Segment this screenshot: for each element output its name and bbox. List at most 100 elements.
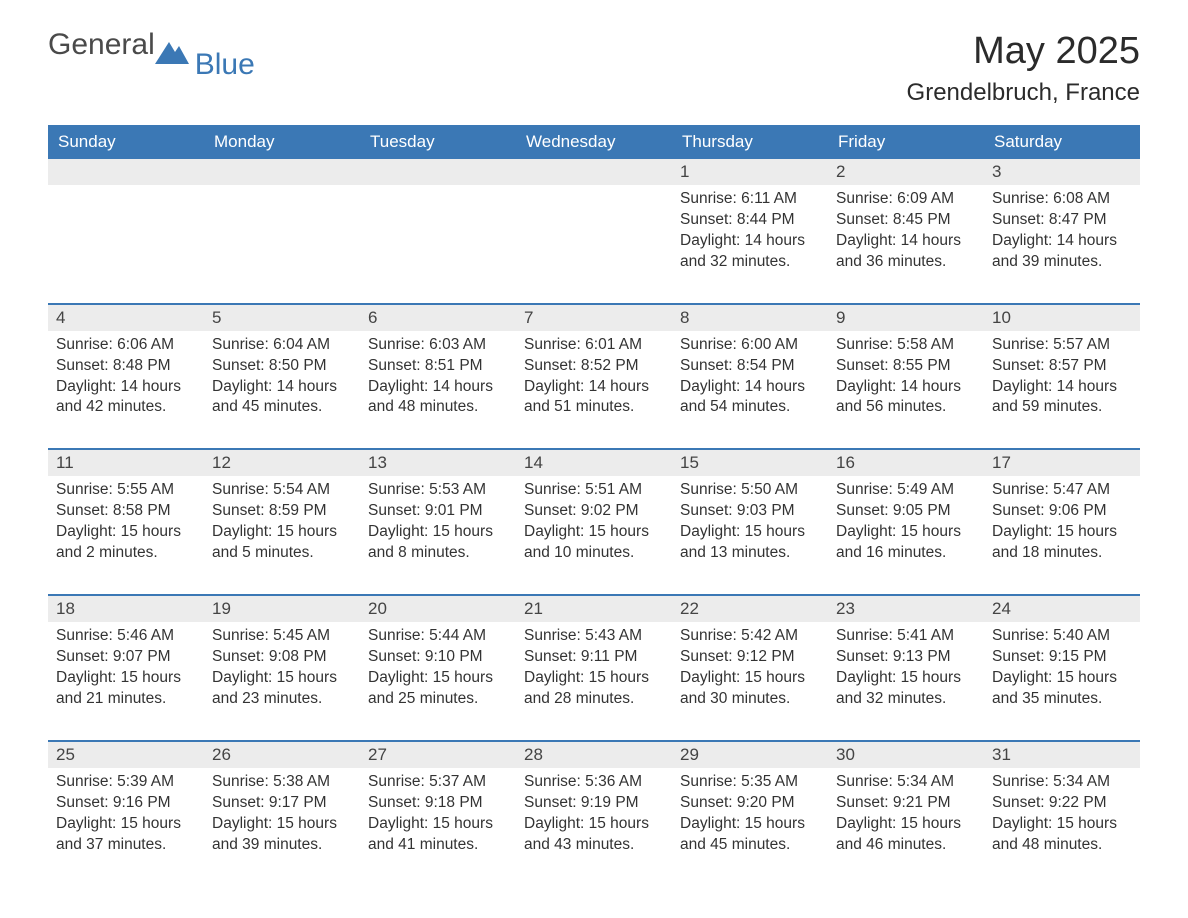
- sunrise-value: 5:54 AM: [273, 481, 330, 498]
- sunrise-line: Sunrise: 5:35 AM: [680, 772, 820, 793]
- sunrise-value: 5:34 AM: [897, 773, 954, 790]
- day-number: 16: [828, 450, 984, 476]
- logo-mark-icon: [155, 36, 189, 64]
- sunset-value: 9:02 PM: [581, 502, 639, 519]
- sunset-line: Sunset: 8:55 PM: [836, 356, 976, 377]
- sunset-line: Sunset: 9:22 PM: [992, 793, 1132, 814]
- calendar-week-row: 1Sunrise: 6:11 AMSunset: 8:44 PMDaylight…: [48, 159, 1140, 303]
- sunrise-label: Sunrise:: [836, 773, 897, 790]
- daylight-line: Daylight: 15 hours and 8 minutes.: [368, 522, 508, 564]
- day-cell: 24Sunrise: 5:40 AMSunset: 9:15 PMDayligh…: [984, 596, 1140, 740]
- sunrise-label: Sunrise:: [992, 481, 1053, 498]
- day-number: 14: [516, 450, 672, 476]
- calendar-header-row: SundayMondayTuesdayWednesdayThursdayFrid…: [48, 125, 1140, 159]
- sunset-line: Sunset: 8:48 PM: [56, 356, 196, 377]
- sunset-label: Sunset:: [992, 211, 1049, 228]
- daylight-label: Daylight:: [212, 378, 277, 395]
- sunset-label: Sunset:: [212, 502, 269, 519]
- sunset-value: 9:12 PM: [737, 648, 795, 665]
- day-cell: 6Sunrise: 6:03 AMSunset: 8:51 PMDaylight…: [360, 305, 516, 449]
- daylight-line: Daylight: 15 hours and 48 minutes.: [992, 814, 1132, 856]
- sunrise-label: Sunrise:: [56, 336, 117, 353]
- sunrise-value: 6:08 AM: [1053, 190, 1110, 207]
- sunset-line: Sunset: 8:45 PM: [836, 210, 976, 231]
- sunrise-line: Sunrise: 6:09 AM: [836, 189, 976, 210]
- daylight-label: Daylight:: [524, 523, 589, 540]
- sunrise-label: Sunrise:: [836, 481, 897, 498]
- sunrise-line: Sunrise: 5:49 AM: [836, 480, 976, 501]
- daylight-line: Daylight: 15 hours and 25 minutes.: [368, 668, 508, 710]
- day-number: 4: [48, 305, 204, 331]
- sunset-label: Sunset:: [680, 794, 737, 811]
- day-number: [48, 159, 204, 185]
- daylight-label: Daylight:: [836, 232, 901, 249]
- sunset-value: 9:10 PM: [425, 648, 483, 665]
- sunset-line: Sunset: 9:21 PM: [836, 793, 976, 814]
- sunset-line: Sunset: 8:44 PM: [680, 210, 820, 231]
- sunset-label: Sunset:: [836, 794, 893, 811]
- day-cell: 17Sunrise: 5:47 AMSunset: 9:06 PMDayligh…: [984, 450, 1140, 594]
- sunset-line: Sunset: 9:20 PM: [680, 793, 820, 814]
- daylight-line: Daylight: 14 hours and 51 minutes.: [524, 377, 664, 419]
- sunrise-value: 5:38 AM: [273, 773, 330, 790]
- sunset-line: Sunset: 9:11 PM: [524, 647, 664, 668]
- daylight-line: Daylight: 14 hours and 48 minutes.: [368, 377, 508, 419]
- sunrise-value: 6:09 AM: [897, 190, 954, 207]
- empty-cell: [516, 159, 672, 303]
- sunrise-line: Sunrise: 5:47 AM: [992, 480, 1132, 501]
- sunset-label: Sunset:: [680, 357, 737, 374]
- sunset-line: Sunset: 9:02 PM: [524, 501, 664, 522]
- daylight-label: Daylight:: [368, 523, 433, 540]
- sunset-line: Sunset: 8:52 PM: [524, 356, 664, 377]
- sunset-value: 8:44 PM: [737, 211, 795, 228]
- sunrise-value: 5:53 AM: [429, 481, 486, 498]
- day-number: 18: [48, 596, 204, 622]
- empty-cell: [48, 159, 204, 303]
- daylight-line: Daylight: 15 hours and 16 minutes.: [836, 522, 976, 564]
- sunrise-label: Sunrise:: [680, 481, 741, 498]
- daylight-label: Daylight:: [524, 669, 589, 686]
- sunset-line: Sunset: 9:08 PM: [212, 647, 352, 668]
- sunrise-line: Sunrise: 5:44 AM: [368, 626, 508, 647]
- day-cell: 20Sunrise: 5:44 AMSunset: 9:10 PMDayligh…: [360, 596, 516, 740]
- sunset-label: Sunset:: [524, 502, 581, 519]
- sunrise-value: 6:00 AM: [741, 336, 798, 353]
- day-number: 19: [204, 596, 360, 622]
- daylight-label: Daylight:: [368, 815, 433, 832]
- sunrise-label: Sunrise:: [836, 190, 897, 207]
- sunrise-label: Sunrise:: [992, 627, 1053, 644]
- day-number: 3: [984, 159, 1140, 185]
- sunset-line: Sunset: 8:58 PM: [56, 501, 196, 522]
- daylight-line: Daylight: 15 hours and 10 minutes.: [524, 522, 664, 564]
- sunrise-value: 5:40 AM: [1053, 627, 1110, 644]
- sunrise-label: Sunrise:: [212, 336, 273, 353]
- daylight-label: Daylight:: [836, 523, 901, 540]
- calendar-week-row: 25Sunrise: 5:39 AMSunset: 9:16 PMDayligh…: [48, 740, 1140, 886]
- day-cell: 30Sunrise: 5:34 AMSunset: 9:21 PMDayligh…: [828, 742, 984, 886]
- sunrise-label: Sunrise:: [212, 481, 273, 498]
- daylight-line: Daylight: 15 hours and 5 minutes.: [212, 522, 352, 564]
- day-number: 2: [828, 159, 984, 185]
- daylight-line: Daylight: 15 hours and 37 minutes.: [56, 814, 196, 856]
- sunset-label: Sunset:: [368, 794, 425, 811]
- sunset-value: 8:58 PM: [113, 502, 171, 519]
- sunrise-line: Sunrise: 5:37 AM: [368, 772, 508, 793]
- daylight-label: Daylight:: [680, 232, 745, 249]
- sunset-line: Sunset: 8:57 PM: [992, 356, 1132, 377]
- day-number: 29: [672, 742, 828, 768]
- sunrise-label: Sunrise:: [992, 773, 1053, 790]
- daylight-line: Daylight: 14 hours and 39 minutes.: [992, 231, 1132, 273]
- sunrise-value: 5:50 AM: [741, 481, 798, 498]
- daylight-line: Daylight: 15 hours and 41 minutes.: [368, 814, 508, 856]
- sunset-line: Sunset: 8:54 PM: [680, 356, 820, 377]
- sunrise-line: Sunrise: 5:45 AM: [212, 626, 352, 647]
- logo-word-2: Blue: [195, 50, 255, 80]
- sunset-line: Sunset: 9:01 PM: [368, 501, 508, 522]
- day-cell: 23Sunrise: 5:41 AMSunset: 9:13 PMDayligh…: [828, 596, 984, 740]
- day-cell: 11Sunrise: 5:55 AMSunset: 8:58 PMDayligh…: [48, 450, 204, 594]
- day-cell: 10Sunrise: 5:57 AMSunset: 8:57 PMDayligh…: [984, 305, 1140, 449]
- daylight-label: Daylight:: [992, 815, 1057, 832]
- sunset-label: Sunset:: [680, 211, 737, 228]
- sunset-value: 8:59 PM: [269, 502, 327, 519]
- day-cell: 7Sunrise: 6:01 AMSunset: 8:52 PMDaylight…: [516, 305, 672, 449]
